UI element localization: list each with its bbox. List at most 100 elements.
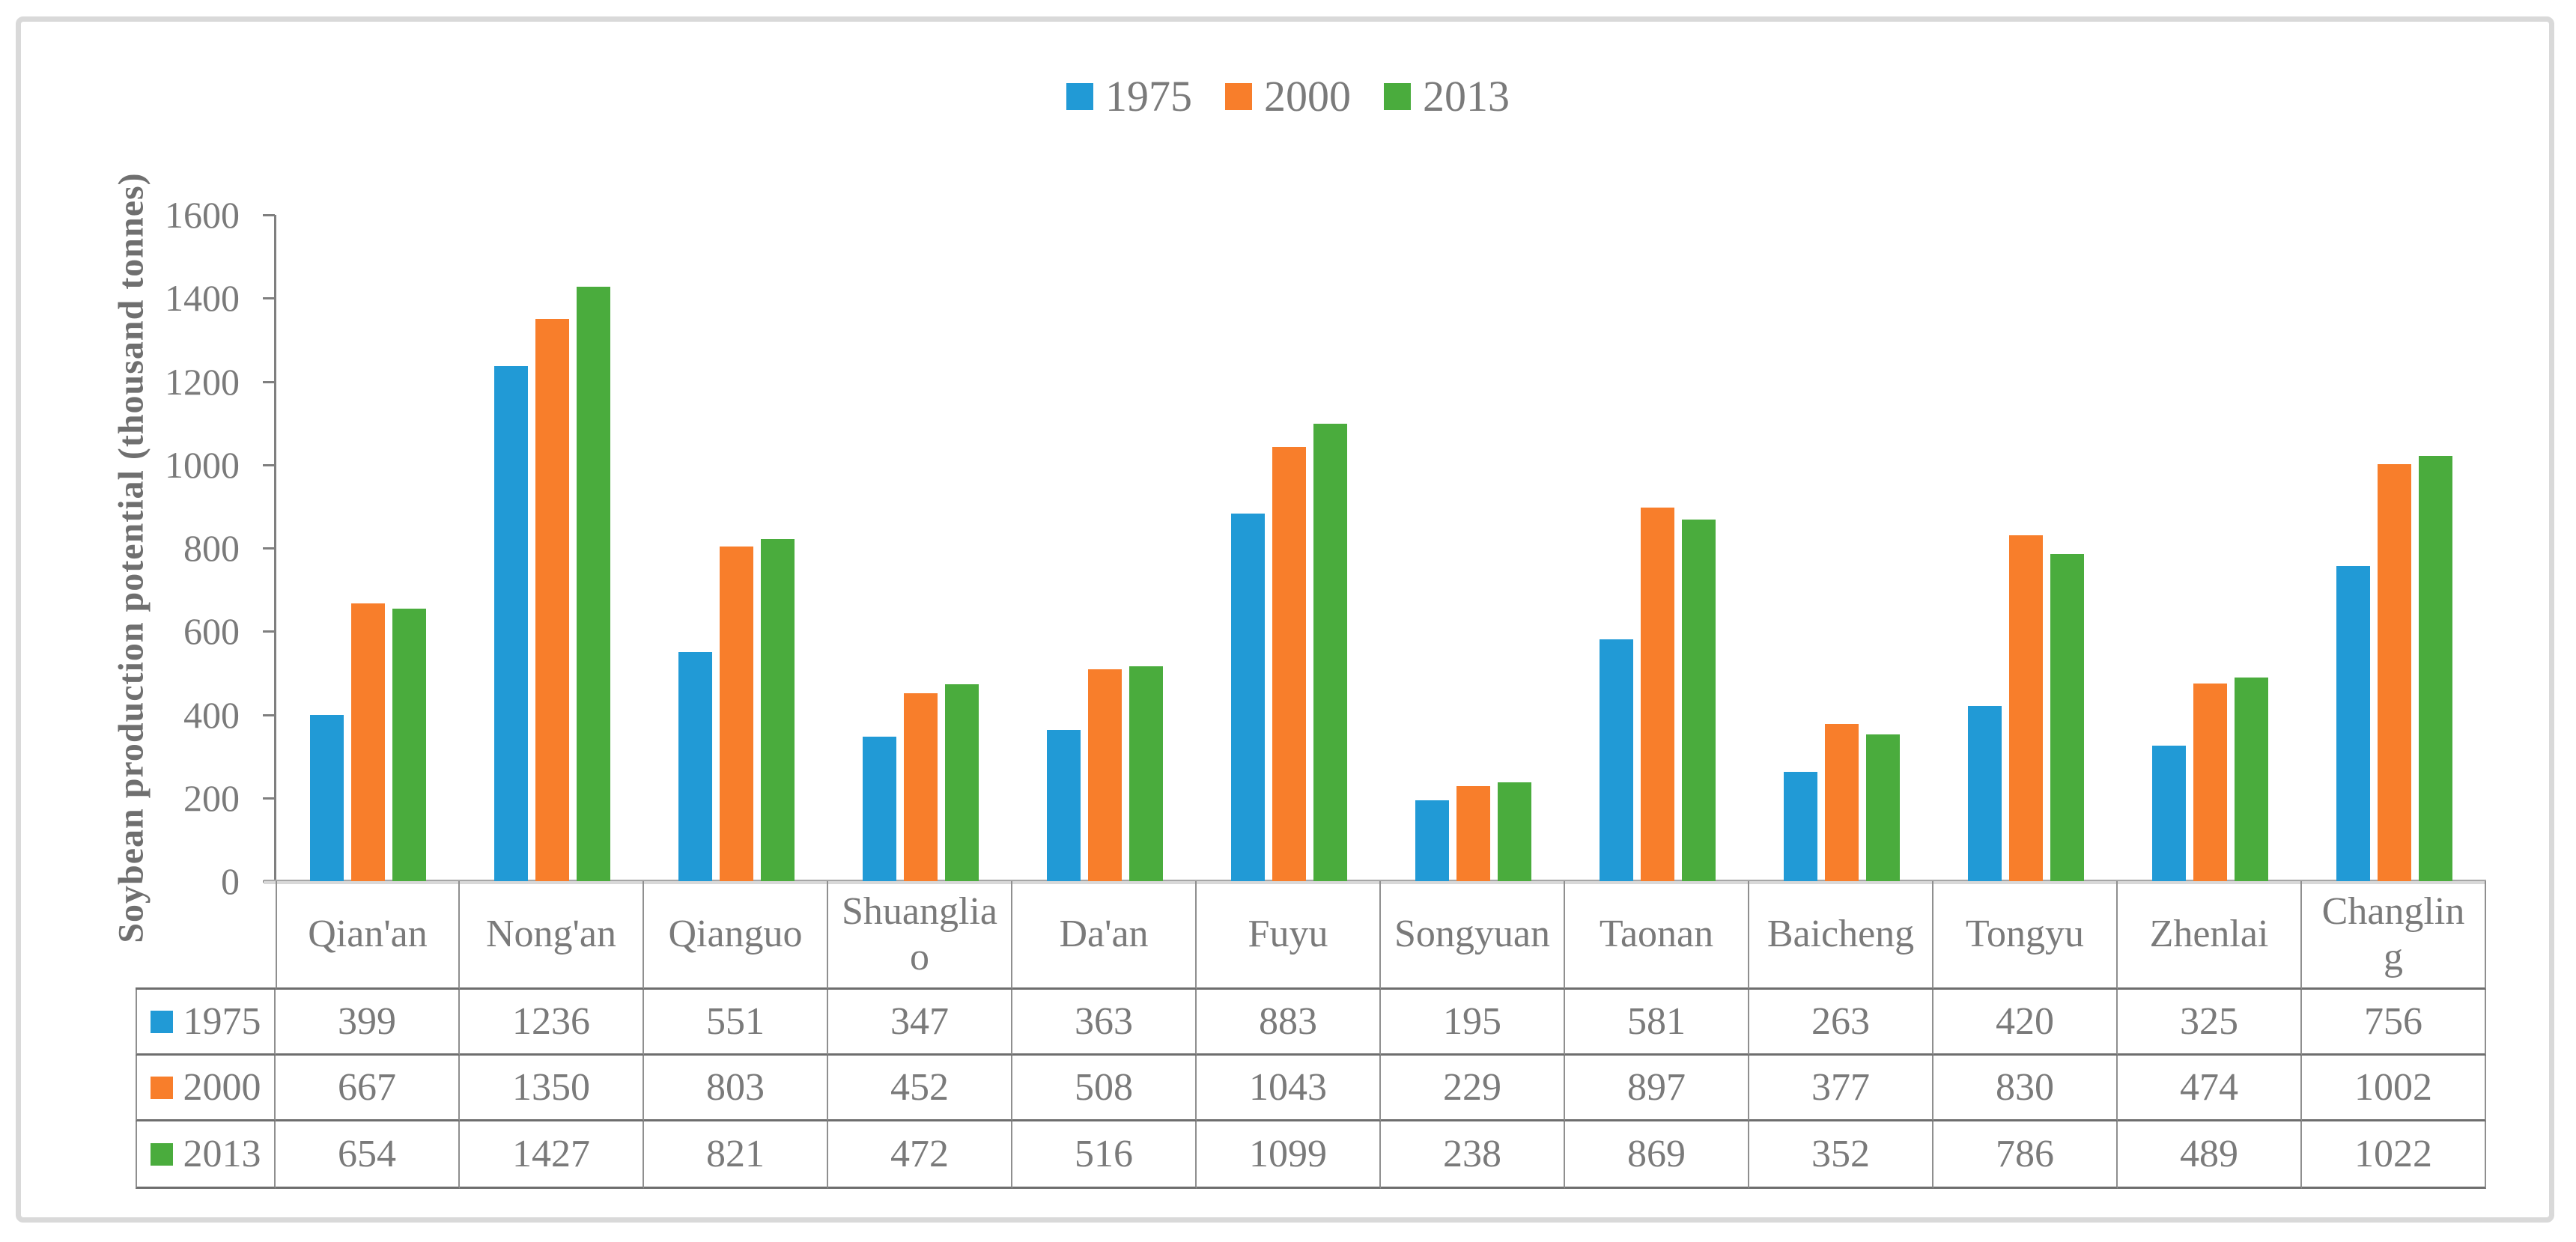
value-cell: 325	[2118, 990, 2302, 1056]
value-cell: 263	[1749, 990, 1933, 1056]
value-cell: 489	[2118, 1121, 2302, 1189]
bar-2013-Qian'an	[392, 609, 426, 881]
legend: 1975 2000 2013	[0, 75, 2576, 118]
bar-2013-Zhenlai	[2234, 678, 2268, 881]
y-tick-mark	[263, 547, 275, 550]
y-tick-mark	[263, 463, 275, 466]
bar-group-Qian'an	[276, 215, 460, 881]
category-cell: Shuangliao	[828, 881, 1012, 990]
value-cell: 508	[1012, 1056, 1197, 1121]
bar-2000-Shuangliao	[903, 693, 938, 881]
value-cell: 347	[828, 990, 1012, 1056]
series-key-label: 2013	[183, 1133, 261, 1175]
value-cell: 786	[1933, 1121, 2118, 1189]
legend-swatch-icon	[150, 1010, 173, 1033]
value-cell: 1236	[460, 990, 644, 1056]
category-cell: Nong'an	[460, 881, 644, 990]
category-cell: Baicheng	[1749, 881, 1933, 990]
value-cell: 1099	[1197, 1121, 1381, 1189]
bar-group-Fuyu	[1197, 215, 1381, 881]
bar-2013-Shuangliao	[944, 684, 979, 881]
bar-1975-Shuangliao	[862, 737, 896, 881]
value-cell: 1002	[2302, 1056, 2486, 1121]
bar-1975-Taonan	[1599, 639, 1633, 881]
legend-swatch-icon	[150, 1076, 173, 1099]
value-cell: 654	[276, 1121, 460, 1189]
bar-1975-Zhenlai	[2151, 746, 2186, 881]
bar-group-Songyuan	[1381, 215, 1565, 881]
bar-2000-Tongyu	[2008, 535, 2043, 881]
bar-group-Changling	[2302, 215, 2486, 881]
value-cell: 238	[1381, 1121, 1565, 1189]
value-cell: 516	[1012, 1121, 1197, 1189]
bar-1975-Fuyu	[1230, 514, 1265, 881]
bar-2013-Qianguo	[760, 539, 795, 881]
value-cell: 756	[2302, 990, 2486, 1056]
legend-swatch-icon	[1225, 83, 1252, 110]
value-cell: 229	[1381, 1056, 1565, 1121]
y-tick-label: 600	[183, 610, 240, 653]
category-cell: Da'an	[1012, 881, 1197, 990]
category-cell: Taonan	[1565, 881, 1749, 990]
legend-label: 2013	[1423, 72, 1510, 121]
y-tick-mark	[263, 797, 275, 800]
value-cell: 830	[1933, 1056, 2118, 1121]
legend-swatch-icon	[150, 1142, 173, 1166]
bar-group-Tongyu	[1933, 215, 2118, 881]
category-cell: Fuyu	[1197, 881, 1381, 990]
y-tick-label: 1600	[165, 194, 240, 236]
y-tick-label: 1200	[165, 360, 240, 403]
y-tick-label: 400	[183, 693, 240, 736]
legend-item-1975: 1975	[1066, 75, 1192, 118]
y-tick-mark	[263, 214, 275, 216]
bar-2013-Da'an	[1128, 666, 1163, 881]
value-cell: 897	[1565, 1056, 1749, 1121]
legend-item-2000: 2000	[1225, 75, 1351, 118]
value-cell: 551	[644, 990, 828, 1056]
bar-2000-Songyuan	[1456, 786, 1490, 881]
category-cell: Zhenlai	[2118, 881, 2302, 990]
value-cell: 821	[644, 1121, 828, 1189]
bar-2013-Tongyu	[2050, 554, 2084, 881]
value-cell: 1043	[1197, 1056, 1381, 1121]
bar-group-Qianguo	[644, 215, 828, 881]
bar-group-Shuangliao	[828, 215, 1012, 881]
bar-1975-Qianguo	[678, 652, 712, 881]
value-cell: 195	[1381, 990, 1565, 1056]
value-cell: 883	[1197, 990, 1381, 1056]
category-cell: Songyuan	[1381, 881, 1565, 990]
plot-area	[276, 215, 2486, 881]
bar-1975-Songyuan	[1415, 800, 1449, 881]
value-cell: 377	[1749, 1056, 1933, 1121]
legend-label: 1975	[1105, 72, 1192, 121]
category-cell: Qianguo	[644, 881, 828, 990]
figure-border	[16, 16, 2554, 1223]
bar-1975-Da'an	[1046, 730, 1081, 881]
value-cell: 581	[1565, 990, 1749, 1056]
legend-swatch-icon	[1066, 83, 1093, 110]
series-key-cell: 1975	[136, 990, 276, 1056]
y-tick-mark	[263, 630, 275, 633]
category-cell: Changling	[2302, 881, 2486, 990]
bar-1975-Nong'an	[493, 366, 528, 881]
bar-group-Zhenlai	[2118, 215, 2302, 881]
bar-group-Nong'an	[460, 215, 644, 881]
y-tick-mark	[263, 297, 275, 300]
y-axis-line	[274, 215, 276, 881]
bar-group-Taonan	[1565, 215, 1749, 881]
bar-2000-Taonan	[1640, 508, 1674, 881]
value-cell: 474	[2118, 1056, 2302, 1121]
value-cell: 1427	[460, 1121, 644, 1189]
y-tick-label: 1400	[165, 277, 240, 320]
value-cell: 399	[276, 990, 460, 1056]
legend-label: 2000	[1264, 72, 1351, 121]
series-key-label: 1975	[183, 1000, 261, 1043]
series-key-cell: 2000	[136, 1056, 276, 1121]
category-cell: Tongyu	[1933, 881, 2118, 990]
series-key-cell: 2013	[136, 1121, 276, 1189]
value-cell: 420	[1933, 990, 2118, 1056]
y-tick-label: 800	[183, 527, 240, 569]
x-axis-line	[264, 880, 2486, 884]
data-table: Qian'an Nong'an Qianguo Shuangliao Da'an Fuyu…	[136, 881, 2486, 1189]
